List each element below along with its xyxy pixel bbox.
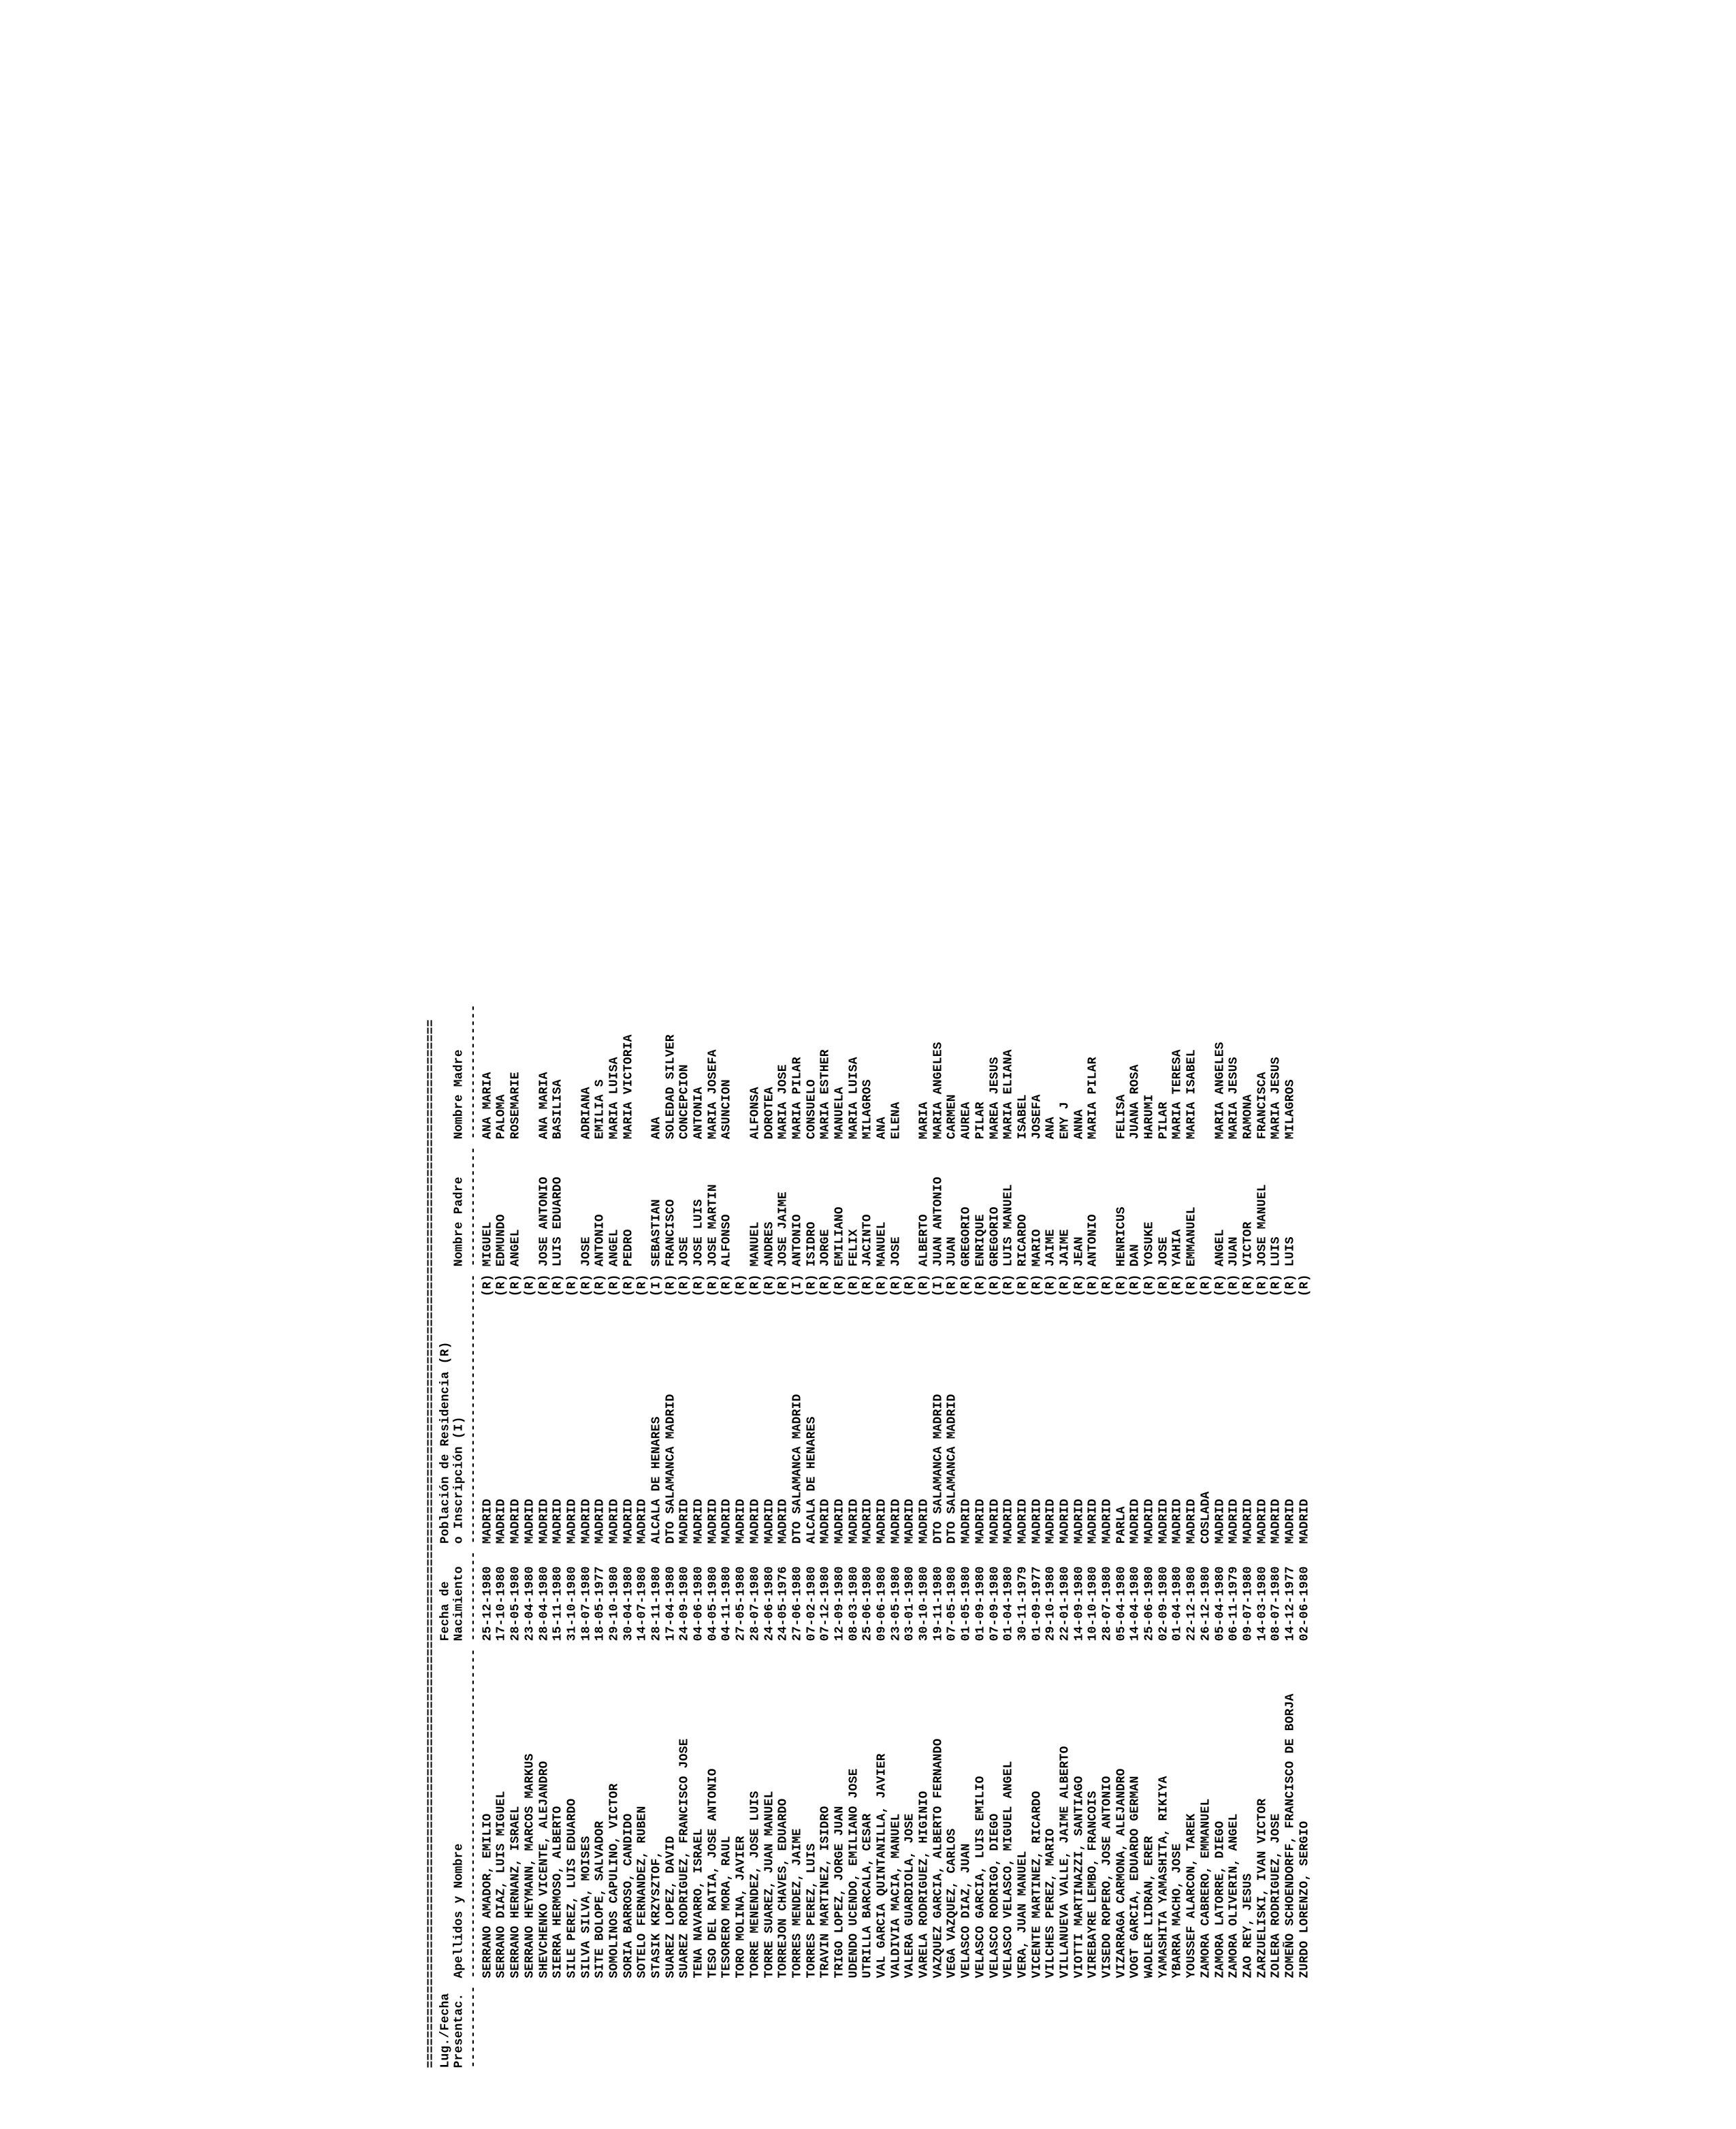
table-row: ZAMORA OLIVERIN, ANGEL 06-11-1979 MADRID… bbox=[1227, 61, 1242, 2068]
table-row: YAMASHITA YAMASHITA, RIKIYA 02-09-1980 M… bbox=[1157, 61, 1171, 2068]
table-row: TRIGO LOPEZ, JORGE JUAN 12-09-1980 MADRI… bbox=[833, 61, 847, 2068]
table-row: TENA NAVARRO, ISRAEL 04-06-1980 MADRID (… bbox=[692, 61, 706, 2068]
column-header-line-2: Presentac. Apellidos y Nombre Nacimiento… bbox=[453, 61, 467, 2068]
table-row: ZARZUELISKI, IVAN VICTOR 14-03-1980 MADR… bbox=[1255, 61, 1270, 2068]
table-row: WADLER LIDRAN, ERER 25-06-1980 MADRID (R… bbox=[1142, 61, 1157, 2068]
table-row: SOMOLINOS CAPULINO, VICTOR 29-10-1980 MA… bbox=[607, 61, 622, 2068]
table-row: SERRANO AMADOR, EMILIO 25-12-1980 MADRID… bbox=[481, 61, 495, 2068]
table-row: YOUSSEF ALARCON, TAREK 22-12-1980 MADRID… bbox=[1185, 61, 1199, 2068]
table-row: TORRES MENDEZ, JAIME 27-06-1980 DTO SALA… bbox=[790, 61, 805, 2068]
table-row: ZURDO LORENZO, SERGIO 02-06-1980 MADRID … bbox=[1298, 61, 1312, 2068]
table-row: UDENDO UCENDO, EMILIANO JOSE 08-03-1980 … bbox=[847, 61, 861, 2068]
table-row: TORREJON CHAVES, EDUARDO 24-05-1976 MADR… bbox=[777, 61, 791, 2068]
table-row: SUAREZ LOPEZ, DAVID 17-04-1980 DTO SALAM… bbox=[664, 61, 678, 2068]
table-row: ZAO REY, JESUS 09-07-1980 MADRID (R) VIC… bbox=[1241, 61, 1255, 2068]
table-row: SORIA BARROSO, CANDIDO 30-04-1980 MADRID… bbox=[622, 61, 636, 2068]
table-row: SILE PEREZ, LUIS EDUARDO 31-10-1980 MADR… bbox=[565, 61, 579, 2068]
table-row: ZAMORA CABRERO, EMMANUEL 26-12-1980 COSL… bbox=[1199, 61, 1213, 2068]
table-row: VERA, JUAN MANUEL 30-11-1979 MADRID (R) … bbox=[1016, 61, 1030, 2068]
table-row: VELASCO DIAZ, JUAN 01-05-1980 MADRID (R)… bbox=[959, 61, 974, 2068]
table-row: VARELA RODRIGUEZ, HIGINIO 30-10-1980 MAD… bbox=[917, 61, 931, 2068]
table-row: ZOLERA RODRIGUEZ, JOSE 08-07-1980 MADRID… bbox=[1270, 61, 1284, 2068]
column-header-line-1: Lug./Fecha Fecha de Población de Residen… bbox=[438, 61, 453, 2068]
table-row: SITE BOLOPE, SALVADOR 18-05-1977 MADRID … bbox=[594, 61, 608, 2068]
table-row: SIERRA HERMOSO, ALBERTO 15-11-1980 MADRI… bbox=[551, 61, 566, 2068]
census-listing-page: ========================================… bbox=[383, 0, 1352, 2129]
table-row: VELASCO GARCIA, LUIS EMILIO 01-09-1980 M… bbox=[974, 61, 988, 2068]
top-rule: ========================================… bbox=[424, 61, 438, 2068]
table-row: TESO DEL RATIA, JOSE ANTONIO 04-05-1980 … bbox=[706, 61, 720, 2068]
table-row: TORO MOLINA, JAVIER 27-05-1980 MADRID (R… bbox=[734, 61, 748, 2068]
table-row: TRAVIN MARTINEZ, ISIDRO 07-12-1980 MADRI… bbox=[819, 61, 833, 2068]
table-row: VISEDO ROPERO, JOSE ANTONIO 28-07-1980 M… bbox=[1100, 61, 1114, 2068]
table-row: ZAMORA LATORRE, DIEGO 05-04-1980 MADRID … bbox=[1213, 61, 1227, 2068]
table-row: SILVA SILVA, MOISES 18-07-1980 MADRID (R… bbox=[579, 61, 594, 2068]
table-row: VEGA VAZQUEZ, CARLOS 07-05-1980 DTO SALA… bbox=[946, 61, 960, 2068]
table-row: VALDIVIA MACIA, MANUEL 23-05-1980 MADRID… bbox=[889, 61, 903, 2068]
header-dash-line: ----------- ----------------------------… bbox=[466, 61, 481, 2068]
table-row: SERRANO HERNANZ, ISRAEL 28-05-1980 MADRI… bbox=[509, 61, 523, 2068]
table-row: TORRES PEREZ, LUIS 07-02-1980 ALCALA DE … bbox=[805, 61, 819, 2068]
table-row: VOGT GARCIA, EDUARDO GERMAN 14-04-1980 M… bbox=[1129, 61, 1143, 2068]
table-row: VILCHES PEREZ, MARIO 29-10-1980 MADRID (… bbox=[1044, 61, 1059, 2068]
table-row: VAZQUEZ GARCIA, ALBERTO FERNANDO 19-11-1… bbox=[931, 61, 946, 2068]
table-row: UTRILLA BARCALA, CESAR 25-06-1980 MADRID… bbox=[861, 61, 875, 2068]
table-row: STASIK KRZYSZTOF, 28-11-1980 ALCALA DE H… bbox=[649, 61, 664, 2068]
table-row: SERRANO HEYMANN, MARCOS MARKUS 23-04-198… bbox=[523, 61, 537, 2068]
table-row: VICENTE MARTINEZ, RICARDO 01-09-1977 MAD… bbox=[1030, 61, 1044, 2068]
table-row: YBARRA MACHO, JOSE 01-04-1980 MADRID (R)… bbox=[1171, 61, 1185, 2068]
table-row: VIOTTI MARTINAZZI, SANTIAGO 14-09-1980 M… bbox=[1072, 61, 1087, 2068]
table-row: SUAREZ RODRIGUEZ, FRANCISCO JOSE 24-09-1… bbox=[678, 61, 692, 2068]
table-row: VILLANUEVA VALLE, JAIME ALBERTO 22-01-19… bbox=[1058, 61, 1072, 2068]
table-row: VIZARRAGA CARMONA, ALEJANDRO 05-04-1980 … bbox=[1114, 61, 1129, 2068]
table-row: VELASCO RODRIGO, DIEGO 07-09-1980 MADRID… bbox=[988, 61, 1002, 2068]
table-row: SHEVCHENKO VICENTE, ALEJANDRO 28-04-1980… bbox=[537, 61, 551, 2068]
table-row: SERRANO DIAZ, LUIS MIGUEL 17-10-1980 MAD… bbox=[495, 61, 509, 2068]
table-row: TESORERO MORA, RAUL 04-11-1980 MADRID (R… bbox=[720, 61, 735, 2068]
table-row: SOTELO FERNANDEZ, RUBEN 14-07-1980 MADRI… bbox=[636, 61, 650, 2068]
table-row: VAL GARCIA QUINTANILLA, JAVIER 09-06-198… bbox=[875, 61, 889, 2068]
table-row: TORRE SUAREZ, JUAN MANUEL 24-06-1980 MAD… bbox=[762, 61, 777, 2068]
table-row: VALERA GUARDIOLA, JOSE 03-01-1980 MADRID… bbox=[903, 61, 918, 2068]
table-row: ZOMEÑO SCHOENDORFF, FRANCISCO DE BORJA 1… bbox=[1283, 61, 1298, 2068]
table-row: VELASCO VELASCO, MIGUEL ANGEL 01-04-1980… bbox=[1002, 61, 1016, 2068]
table-row: TORRE MENENDEZ, JOSE LUIS 28-07-1980 MAD… bbox=[748, 61, 762, 2068]
table-row: VIREBAYRE LEMBO, FRANCOIS 10-10-1980 MAD… bbox=[1087, 61, 1101, 2068]
